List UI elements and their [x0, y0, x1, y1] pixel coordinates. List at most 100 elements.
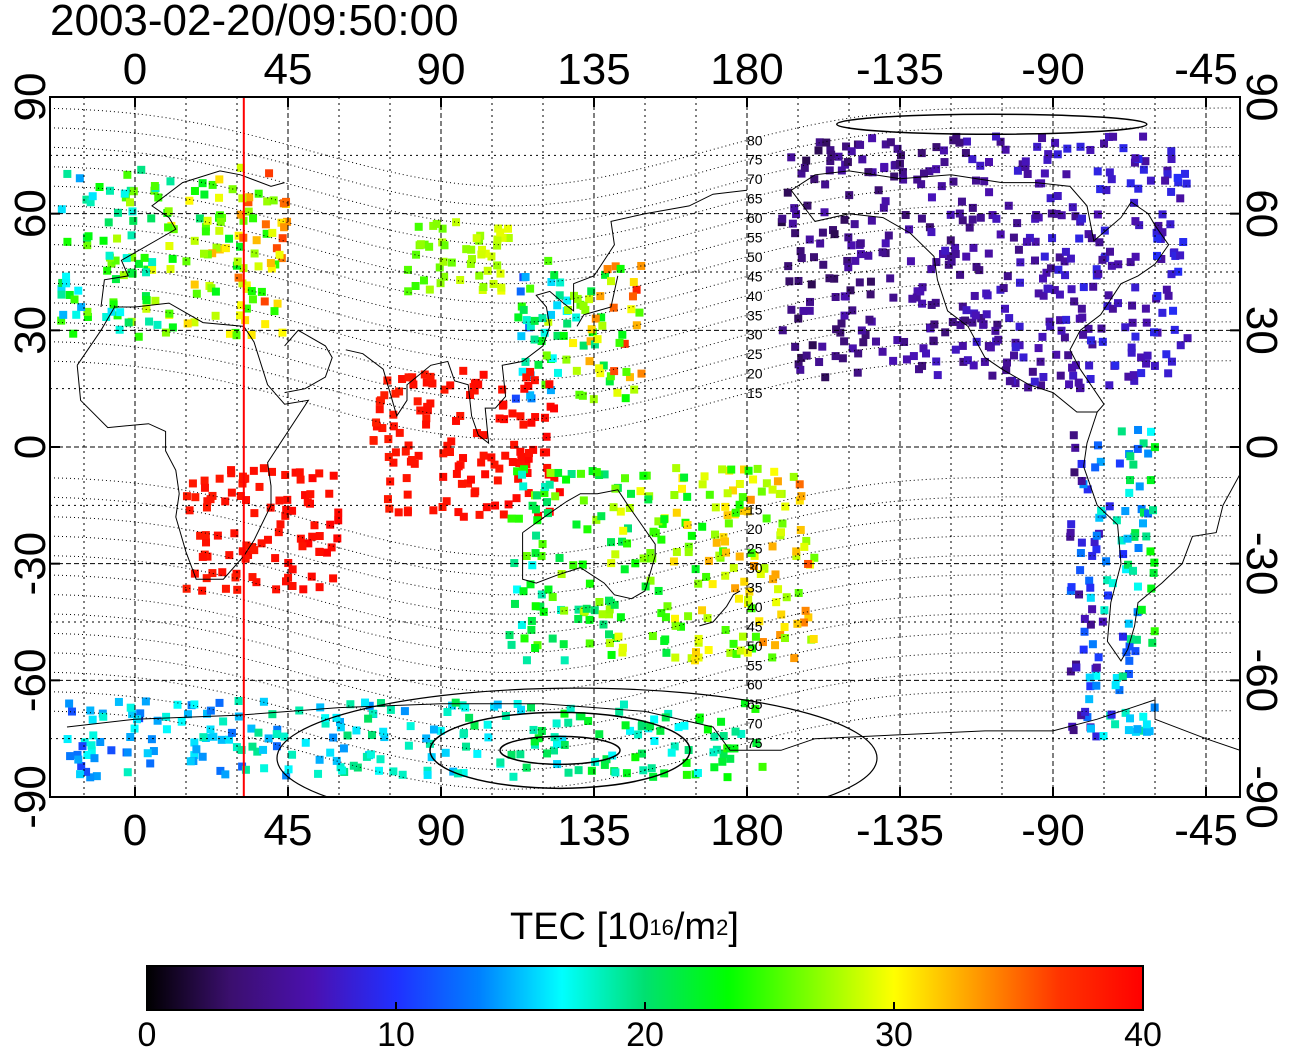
tec-point [944, 252, 953, 261]
tec-point [578, 560, 587, 569]
tec-point [1092, 545, 1101, 554]
tec-point [1079, 645, 1088, 654]
tec-point [162, 712, 171, 721]
tec-point [626, 726, 635, 735]
tec-point [408, 456, 417, 465]
tec-point [225, 329, 234, 338]
tec-point [729, 563, 738, 572]
tec-point [62, 272, 71, 281]
tec-point [274, 528, 283, 537]
tec-point [947, 257, 956, 266]
tec-point [918, 361, 927, 370]
tec-point [225, 735, 234, 744]
tec-point [1129, 460, 1138, 469]
tec-point [787, 153, 796, 162]
tec-point [435, 263, 444, 272]
tec-point [107, 259, 116, 268]
tec-point [743, 507, 752, 516]
tec-point [840, 292, 849, 301]
tec-point [470, 489, 479, 498]
tec-point [353, 763, 362, 772]
y-tick-label-left: 90 [6, 73, 55, 122]
tec-point [440, 241, 449, 250]
tec-point [859, 338, 868, 347]
tec-point [269, 196, 278, 205]
tec-point [336, 717, 345, 726]
tec-point [127, 231, 136, 240]
tec-point [1124, 619, 1133, 628]
tec-point [596, 292, 605, 301]
tec-point [148, 258, 157, 267]
tec-point [969, 361, 978, 370]
tec-point [374, 766, 383, 775]
tec-point [620, 474, 629, 483]
tec-point [522, 460, 531, 469]
tec-point [1139, 508, 1148, 517]
tec-point [1010, 351, 1019, 360]
tec-point [241, 554, 250, 563]
tec-point [457, 479, 466, 488]
tec-point [452, 416, 461, 425]
tec-point [646, 548, 655, 557]
tec-point [127, 268, 136, 277]
tec-point [956, 321, 965, 330]
tec-point [579, 302, 588, 311]
tec-point [553, 368, 562, 377]
page-title: 2003-02-20/09:50:00 [50, 0, 459, 45]
tec-point [539, 607, 548, 616]
tec-point [248, 742, 257, 751]
tec-point [985, 188, 994, 197]
tec-point [984, 249, 993, 258]
tec-point [526, 580, 535, 589]
tec-point [1050, 286, 1059, 295]
tec-point [120, 189, 129, 198]
tec-point [917, 180, 926, 189]
tec-point [1180, 169, 1189, 178]
tec-point [215, 226, 224, 235]
tec-point [563, 319, 572, 328]
tec-point [236, 492, 245, 501]
tec-point [261, 220, 270, 229]
tec-point [192, 745, 201, 754]
tec-point [1158, 308, 1167, 317]
tec-point [631, 753, 640, 762]
tec-point [745, 587, 754, 596]
tec-point [1036, 357, 1045, 366]
tec-point [756, 570, 765, 579]
tec-point [959, 357, 968, 366]
tec-point [86, 706, 95, 715]
tec-point [1128, 301, 1137, 310]
tec-point [595, 597, 604, 606]
tec-point [1103, 302, 1112, 311]
tec-point [1083, 485, 1092, 494]
tec-point [479, 451, 488, 460]
tec-point [473, 749, 482, 758]
tec-point [271, 260, 280, 269]
tec-point [280, 223, 289, 232]
tec-point [315, 755, 324, 764]
tec-point [687, 531, 696, 540]
tec-point [790, 654, 799, 663]
tec-point [829, 226, 838, 235]
tec-point [301, 738, 310, 747]
tec-point [627, 305, 636, 314]
tec-point [723, 773, 732, 782]
tec-point [1102, 186, 1111, 195]
tec-point [901, 210, 910, 219]
tec-point [78, 742, 87, 751]
tec-point [514, 313, 523, 322]
tec-point [672, 508, 681, 517]
tec-point [148, 265, 157, 274]
tec-point [432, 219, 441, 228]
tec-point [1028, 367, 1037, 376]
tec-point [1107, 261, 1116, 270]
tec-point [969, 243, 978, 252]
tec-point [242, 304, 251, 313]
x-tick-label-bottom: 180 [710, 806, 783, 855]
tec-point [1125, 488, 1134, 497]
tec-point [394, 508, 403, 517]
tec-point [1098, 255, 1107, 264]
tec-point [263, 197, 272, 206]
tec-point [326, 748, 335, 757]
tec-point [105, 251, 114, 260]
